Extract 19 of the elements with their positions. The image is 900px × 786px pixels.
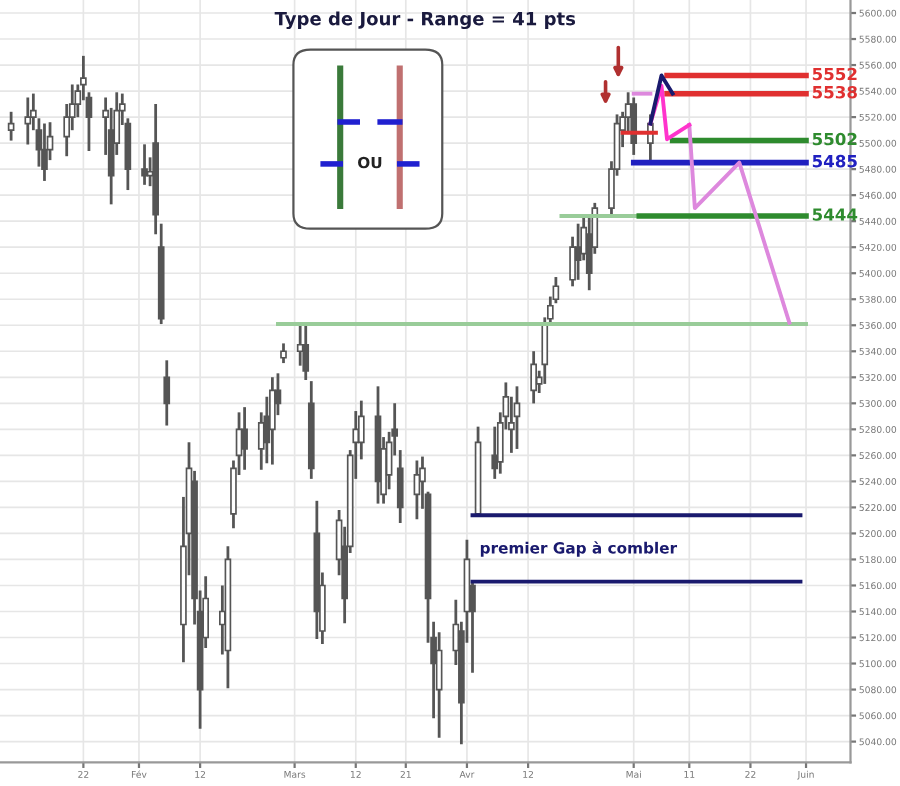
text: Type de Jour - Range = 41 pts bbox=[274, 11, 576, 30]
candlestick bbox=[24, 97, 32, 145]
candlestick bbox=[302, 322, 310, 380]
series-label: 5485 bbox=[812, 154, 857, 168]
series-label: 5538 bbox=[812, 85, 857, 99]
candlestick bbox=[513, 386, 521, 449]
candlestick bbox=[163, 360, 171, 426]
series-label: 5502 bbox=[812, 132, 857, 146]
candlestick bbox=[141, 144, 148, 185]
candlestick bbox=[630, 97, 638, 155]
line-series bbox=[648, 83, 692, 142]
candlestick bbox=[41, 123, 48, 181]
candlestick bbox=[7, 111, 15, 141]
candlestick bbox=[241, 407, 248, 470]
series-label: 5444 bbox=[812, 208, 858, 221]
line-series bbox=[687, 122, 792, 325]
series-label: 5552 bbox=[812, 67, 857, 81]
candlestick bbox=[530, 351, 537, 404]
candlestick bbox=[269, 377, 276, 465]
